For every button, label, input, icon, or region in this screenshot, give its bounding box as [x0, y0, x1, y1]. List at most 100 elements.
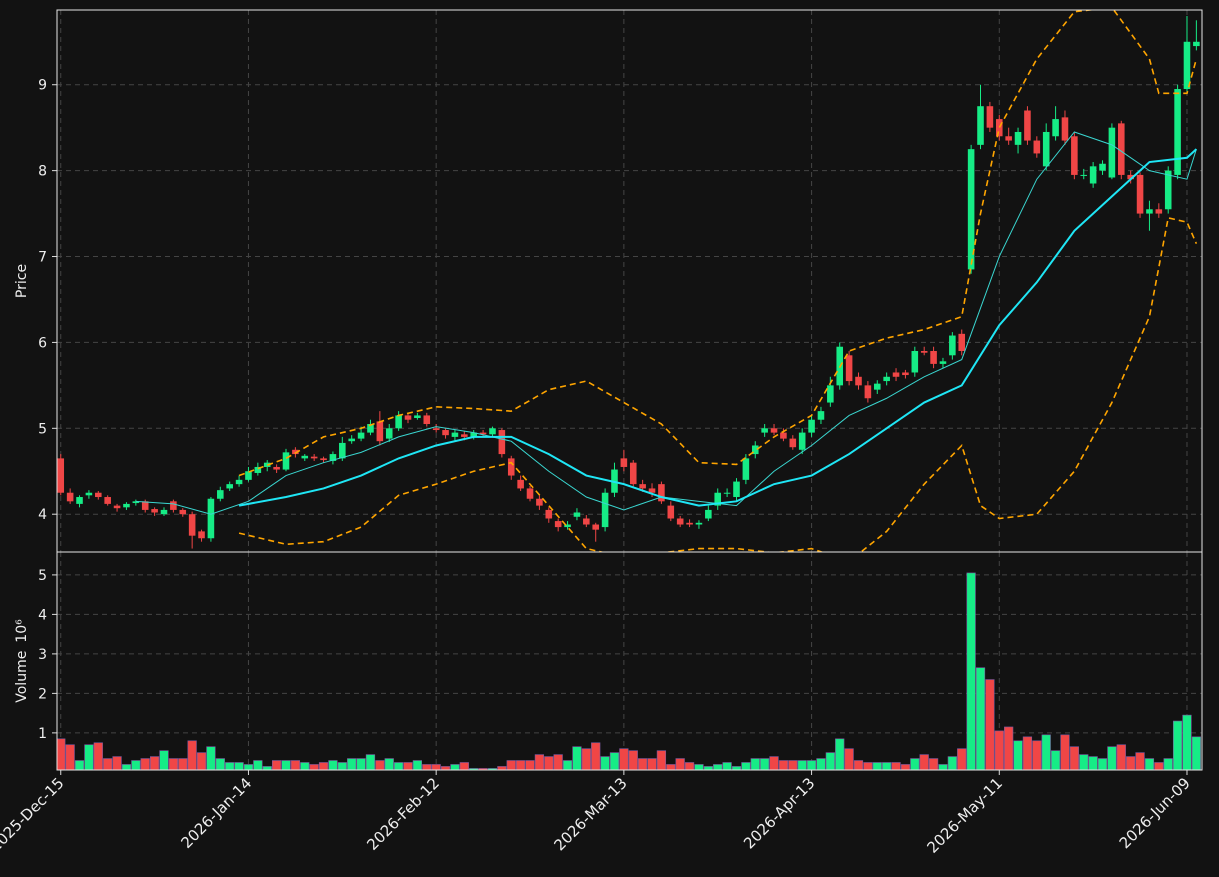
candle-body — [789, 438, 797, 448]
candle-body — [507, 458, 515, 476]
candle-body — [798, 432, 806, 450]
volume-bar — [1116, 744, 1126, 770]
volume-axis-label: Volume 10⁶ — [14, 619, 30, 703]
candle-body — [1052, 119, 1059, 137]
y-tick-label: 5 — [38, 421, 47, 437]
x-tick-label: 2026-Feb-12 — [363, 774, 443, 854]
candle-body — [57, 458, 65, 493]
volume-bar — [57, 738, 66, 770]
candle-body — [526, 488, 534, 499]
line — [135, 131, 1197, 515]
volume-bar — [93, 742, 103, 770]
volume-bar — [1107, 746, 1117, 770]
volume-bar — [713, 764, 723, 770]
y-tick-label: 9 — [38, 78, 47, 94]
candle-body — [301, 455, 309, 459]
volume-bar — [243, 764, 254, 770]
volume-bar — [1182, 714, 1192, 770]
volume-bar — [1004, 726, 1014, 770]
y-tick-label: 1 — [38, 726, 47, 742]
candle-body — [658, 484, 665, 502]
candle-body — [1136, 174, 1144, 214]
candle-body — [198, 531, 205, 539]
candle-body — [883, 376, 890, 382]
candle-body — [536, 498, 543, 506]
volume-bar — [1163, 758, 1173, 770]
volume-bar — [534, 754, 545, 770]
volume-bar — [140, 758, 150, 770]
candle-body — [601, 492, 609, 528]
candle-body — [151, 509, 158, 513]
volume-bar — [1041, 734, 1051, 770]
candle-body — [395, 415, 402, 429]
volume-bar — [516, 760, 526, 770]
candle-body — [273, 466, 280, 470]
candle-body — [695, 522, 703, 525]
volume-bar — [816, 758, 826, 770]
volume-bar — [647, 758, 657, 770]
candle-body — [404, 415, 412, 420]
volume-bar — [403, 762, 413, 770]
volume-bar — [703, 766, 713, 770]
candle-body — [1155, 209, 1163, 214]
candle-body — [751, 445, 759, 455]
candle-body — [1089, 166, 1097, 184]
volume-bar — [947, 756, 957, 770]
candle-body — [207, 498, 215, 539]
candle-body — [967, 149, 975, 270]
candle-body — [592, 524, 599, 530]
volume-bar — [591, 742, 601, 770]
candle-body — [451, 432, 459, 437]
candle-body — [911, 351, 919, 373]
candle-body — [977, 106, 984, 145]
volume-bar — [919, 754, 929, 770]
candle-body — [1127, 174, 1134, 180]
volume-bar — [1032, 740, 1042, 770]
candle-body — [1108, 127, 1116, 178]
volume-bar — [769, 756, 779, 770]
candle-body — [1164, 170, 1172, 210]
volume-bar — [459, 762, 469, 770]
volume-bar — [1126, 756, 1136, 770]
candle-body — [939, 361, 947, 364]
volume-bar — [84, 744, 94, 770]
x-tick-label: 2026-Jan-14 — [177, 774, 255, 852]
volume-bar — [1079, 754, 1089, 770]
candle-body — [733, 481, 740, 498]
candle-body — [254, 466, 262, 473]
volume-bar — [553, 754, 563, 770]
candle-body — [817, 411, 825, 420]
volume-bar — [628, 750, 638, 770]
candle-body — [1193, 41, 1200, 47]
volume-bar — [994, 730, 1004, 770]
candle-body — [667, 505, 675, 519]
candle-body — [705, 509, 712, 519]
volume-bar — [440, 766, 451, 770]
volume-bar — [872, 762, 882, 770]
candle-body — [1005, 136, 1012, 141]
candle-body — [489, 428, 496, 435]
candle-body — [1042, 131, 1050, 167]
candle-body — [648, 488, 656, 493]
y-axis-label: Price — [14, 264, 30, 298]
candle-body — [132, 501, 140, 504]
candle-body — [780, 432, 787, 439]
candle-body — [179, 509, 187, 515]
candle-body — [995, 119, 1003, 137]
volume-bar — [196, 752, 207, 770]
volume-bar — [722, 762, 732, 770]
candle-body — [188, 514, 196, 536]
volume-bar — [394, 762, 404, 770]
volume-bar — [900, 764, 911, 770]
candle-body — [920, 351, 928, 353]
candle-body — [1080, 174, 1088, 176]
candle-body — [873, 383, 881, 390]
candle-body — [864, 385, 872, 399]
candle-body — [357, 432, 365, 439]
candle-body — [761, 428, 768, 433]
volume-bar — [938, 764, 948, 770]
volume-bar — [375, 760, 385, 770]
candle-body — [620, 458, 628, 467]
volume-bar — [365, 754, 376, 770]
candle-body — [498, 430, 506, 455]
